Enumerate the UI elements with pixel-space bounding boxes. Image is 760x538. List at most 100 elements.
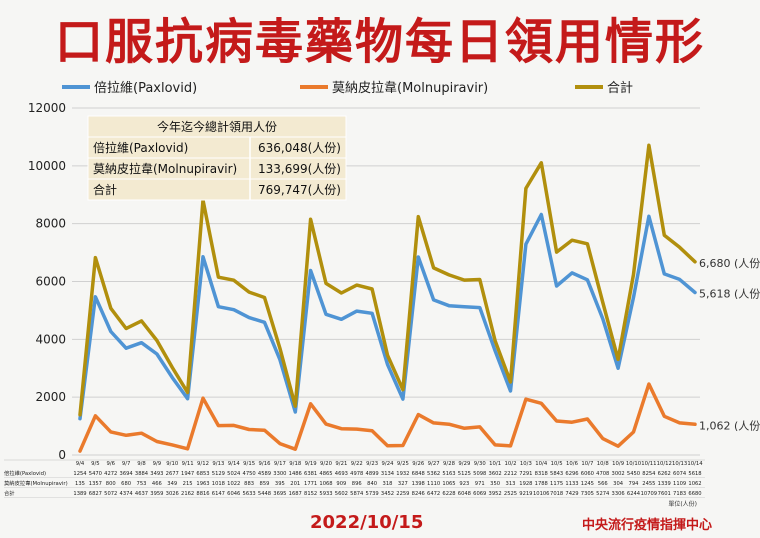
table-cell: 5602 [335,491,348,497]
table-cell: 5633 [243,491,256,497]
table-cell: 2162 [181,491,194,497]
table-cell: 3306 [612,491,625,497]
table-cell: 923 [459,481,469,487]
table-cell: 4899 [366,471,379,477]
table-cell: 6074 [673,471,687,477]
table-cell: 3694 [120,471,134,477]
x-tick-label: 9/21 [335,461,347,467]
legend-label-total: 合計 [607,80,633,96]
table-cell: 8254 [642,471,656,477]
table-cell: 1175 [550,481,563,487]
x-tick-label: 9/4 [76,461,85,467]
y-axis-ticks: 0 2000 4000 6000 8000 10000 12000 [28,101,66,462]
legend: 倍拉維(Paxlovid) 莫納皮拉韋(Molnupiravir) 合計 [62,80,633,96]
table-cell: 4708 [596,471,609,477]
x-tick-label: 9/30 [474,461,487,467]
table-cell: 840 [367,481,377,487]
table-cell: 794 [629,481,640,487]
table-cell: 3134 [381,471,395,477]
table-cell: 8318 [535,471,548,477]
table-cell: 1398 [412,481,425,487]
table-cell: 135 [75,481,85,487]
table-cell: 680 [121,481,131,487]
x-tick-label: 9/16 [259,461,272,467]
table-cell: 7183 [673,491,686,497]
table-cell: 7018 [550,491,563,497]
table-cell: 5618 [688,471,701,477]
table-cell: 1062 [688,481,701,487]
table-cell: 800 [106,481,116,487]
table-cell: 7291 [519,471,532,477]
y-tick-label: 6000 [35,275,66,289]
x-tick-label: 9/8 [137,461,146,467]
table-cell: 6048 [458,491,471,497]
summary-row-label: 莫納皮拉韋(Molnupiravir) [93,161,237,176]
table-cell: 8816 [196,491,209,497]
x-tick-label: 9/25 [397,461,409,467]
table-cell: 3884 [135,471,149,477]
summary-row-value: 769,747(人份) [258,183,341,197]
unit-note: 單位(人份) [668,500,697,508]
table-cell: 1110 [427,481,440,487]
x-tick-label: 9/29 [458,461,470,467]
table-cell: 4750 [243,471,256,477]
table-cell: 2212 [504,471,517,477]
table-cell: 2677 [166,471,179,477]
summary-row-value: 133,699(人份) [258,162,341,176]
x-tick-label: 9/7 [122,461,131,467]
series-lines [78,143,697,453]
table-cell: 1254 [73,471,87,477]
table-cell: 6296 [565,471,578,477]
table-series-label: 合計 [4,489,15,497]
x-tick-label: 9/6 [106,461,115,467]
x-tick-label: 9/24 [382,461,395,467]
table-cell: 5450 [627,471,640,477]
table-cell: 5024 [227,471,241,477]
chart: 0 2000 4000 6000 8000 10000 12000 倍拉維(Paxlovid… [0,70,760,510]
table-cell: 1018 [212,481,225,487]
table-cell: 1963 [196,481,209,487]
table-cell: 3452 [381,491,394,497]
y-tick-label: 8000 [35,217,66,231]
table-cell: 1687 [289,491,302,497]
table-cell: 971 [475,481,485,487]
table-cell: 1245 [581,481,594,487]
legend-label-paxlovid: 倍拉維(Paxlovid) [94,81,197,96]
table-cell: 1947 [181,471,194,477]
organization-name: 中央流行疫情指揮中心 [582,518,713,533]
summary-row-value: 636,048(人份) [258,141,341,155]
x-tick-label: 9/20 [320,461,333,467]
table-cell: 6244 [627,491,641,497]
y-tick-label: 4000 [35,332,66,346]
x-tick-label: 10/10 [626,461,642,467]
x-tick-label: 10/12 [657,461,672,467]
table-cell: 5470 [89,471,102,477]
summary-row-label: 合計 [93,182,117,197]
x-tick-label: 9/17 [274,461,286,467]
table-cell: 6381 [304,471,317,477]
table-cell: 349 [167,481,177,487]
table-cell: 6827 [89,491,102,497]
table-cell: 6680 [688,491,701,497]
series-line-molnupiravir [78,382,697,453]
table-cell: 5163 [442,471,455,477]
table-cell: 6046 [227,491,240,497]
table-cell: 5739 [366,491,379,497]
x-tick-label: 9/27 [428,461,440,467]
table-cell: 6262 [658,471,671,477]
x-tick-label: 10/8 [597,461,610,467]
table-cell: 4272 [104,471,117,477]
table-cell: 1022 [227,481,240,487]
table-series-label: 莫納皮拉韋(Molnupiravir) [4,479,68,487]
end-label-total: 6,680 (人份) [699,257,760,270]
x-tick-label: 10/13 [672,461,687,467]
end-label-paxlovid: 5,618 (人份) [699,288,760,301]
table-cell: 4589 [258,471,271,477]
table-cell: 896 [352,481,362,487]
table-cell: 10106 [533,491,550,497]
table-cell: 1932 [396,471,409,477]
table-cell: 5933 [319,491,332,497]
y-tick-label: 12000 [28,101,66,115]
table-cell: 1065 [442,481,455,487]
